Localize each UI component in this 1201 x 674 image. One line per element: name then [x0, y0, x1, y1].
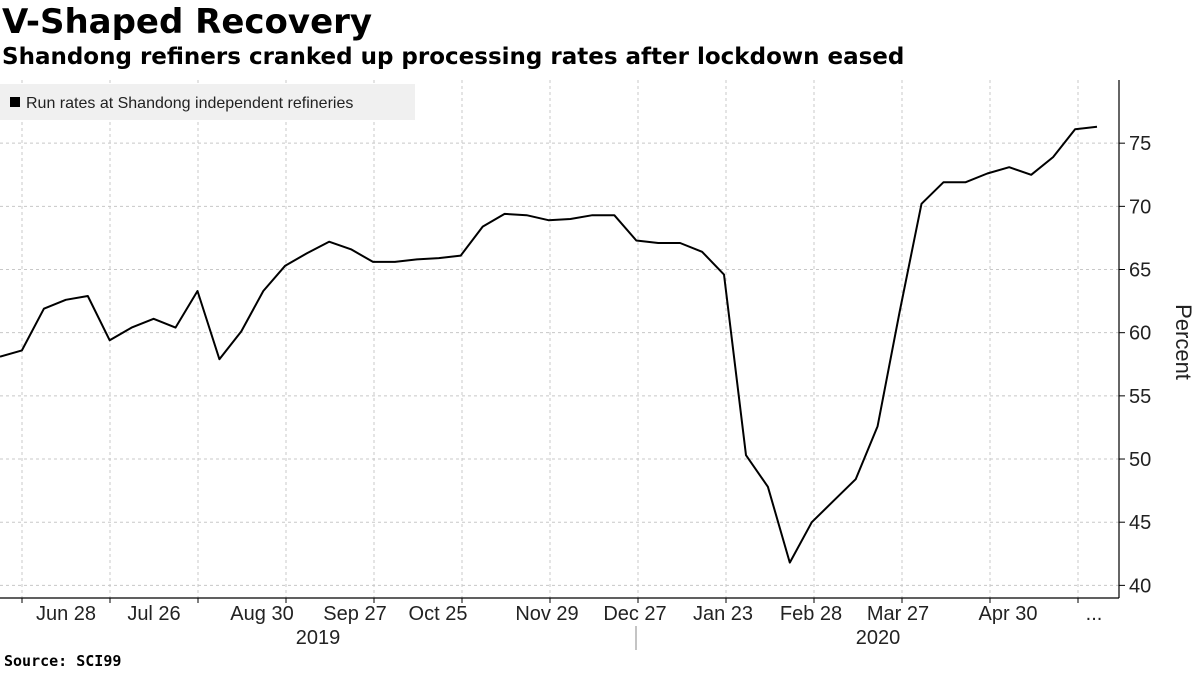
y-tick-label: 45	[1129, 512, 1151, 534]
y-tick-label: 50	[1129, 449, 1151, 471]
legend: Run rates at Shandong independent refine…	[0, 84, 415, 120]
axis-layer	[0, 80, 1125, 650]
x-tick-label: Jun 28	[36, 603, 96, 625]
legend-swatch	[10, 97, 20, 107]
x-tick-label: Feb 28	[780, 603, 842, 625]
y-tick-label: 40	[1129, 575, 1151, 597]
legend-label: Run rates at Shandong independent refine…	[26, 95, 353, 112]
y-axis-label: Percent	[1171, 304, 1196, 380]
y-tick-label: 75	[1129, 133, 1151, 155]
legend-box	[0, 84, 415, 120]
x-tick-label: ...	[1086, 603, 1103, 625]
year-label-2020: 2020	[856, 627, 901, 649]
y-tick-labels: 40 45 50 55 60 65 70 75	[1129, 133, 1151, 597]
y-tick-label: 70	[1129, 196, 1151, 218]
chart-title: V-Shaped Recovery	[2, 2, 373, 42]
y-tick-label: 55	[1129, 386, 1151, 408]
x-tick-label: Dec 27	[603, 603, 666, 625]
grid-layer	[0, 80, 1119, 598]
x-tick-label: Mar 27	[867, 603, 929, 625]
x-tick-label: Sep 27	[323, 603, 386, 625]
line-layer	[0, 125, 1098, 564]
x-tick-label: Jan 23	[693, 603, 753, 625]
x-tick-label: Nov 29	[515, 603, 578, 625]
x-tick-label: Jul 26	[127, 603, 180, 625]
series-line-run-rates	[0, 125, 1098, 564]
y-tick-label: 65	[1129, 260, 1151, 282]
year-label-2019: 2019	[296, 627, 341, 649]
x-tick-labels: Jun 28 Jul 26 Aug 30 Sep 27 Oct 25 Nov 29 Dec …	[36, 603, 1102, 625]
x-tick-label: Aug 30	[230, 603, 293, 625]
x-tick-label: Oct 25	[409, 603, 468, 625]
chart-subtitle: Shandong refiners cranked up processing …	[2, 44, 905, 70]
y-tick-label: 60	[1129, 323, 1151, 345]
source-note: Source: SCI99	[4, 652, 122, 670]
x-tick-label: Apr 30	[979, 603, 1038, 625]
